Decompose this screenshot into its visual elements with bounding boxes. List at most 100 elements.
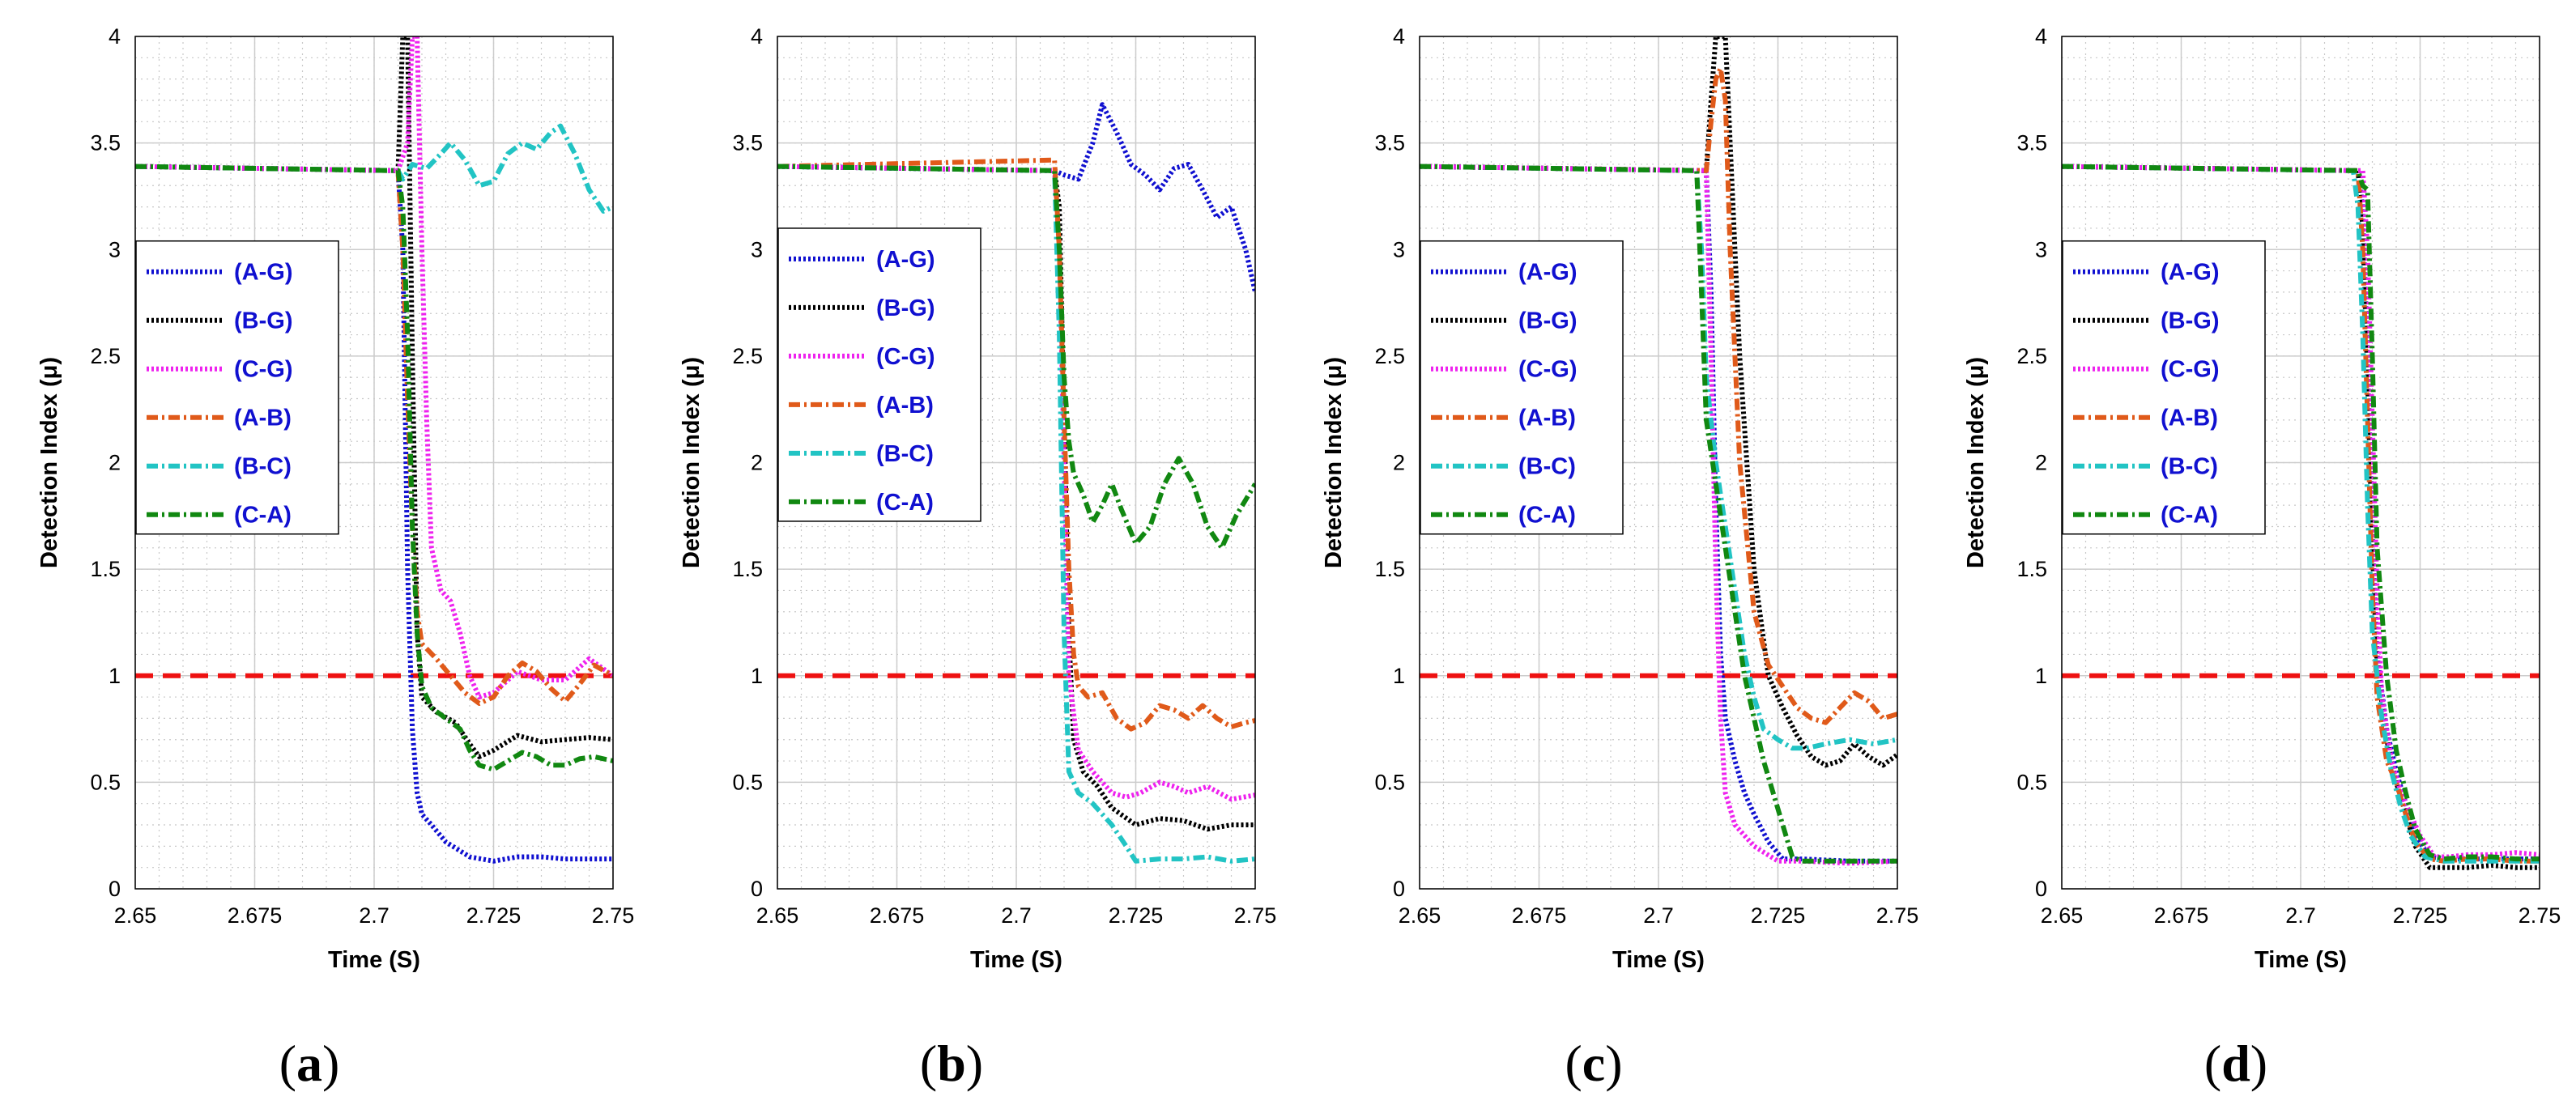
y-tick-label: 1 [751, 664, 763, 688]
legend-entry: (B-C) [2161, 454, 2218, 480]
legend-entry: (A-G) [234, 260, 292, 286]
x-tick-label: 2.7 [359, 903, 390, 928]
y-tick-label: 3 [1393, 237, 1405, 261]
y-tick-label: 4 [2035, 24, 2047, 49]
legend-entry: (C-G) [2161, 357, 2219, 383]
panel-label: (c) [1565, 1035, 1622, 1092]
legend-entry: (C-G) [1518, 357, 1577, 383]
y-tick-label: 3.5 [732, 131, 763, 155]
legend-entry: (C-A) [234, 503, 292, 529]
series-line-b-g [2062, 164, 2540, 870]
y-tick-label: 1 [109, 664, 121, 688]
x-tick-label: 2.75 [592, 903, 635, 928]
legend-entry: (C-A) [2161, 503, 2218, 529]
y-axis-label: Detection Index (μ) [679, 357, 705, 568]
x-tick-label: 2.7 [2285, 903, 2316, 928]
legend-entry: (A-G) [2161, 260, 2219, 286]
y-tick-label: 2 [1393, 451, 1405, 475]
x-tick-label: 2.65 [756, 903, 799, 928]
chart-panel-a: 2.65 2.675 2.7 2.725 2.75 0 0.5 1 1.5 2 2.5 3 3.5 4 Ti… [36, 24, 634, 1092]
y-tick-label: 0.5 [1374, 770, 1405, 794]
y-tick-label: 3.5 [90, 131, 121, 155]
series-line-a-b [1420, 66, 1897, 725]
x-axis-label: Time (S) [2255, 947, 2347, 973]
y-tick-label: 0 [1393, 877, 1405, 901]
y-tick-label: 2.5 [90, 344, 121, 368]
legend-entry: (A-B) [2161, 406, 2218, 431]
x-axis-label: Time (S) [328, 947, 420, 973]
axes-frame [134, 36, 614, 890]
y-tick-label: 0.5 [732, 770, 763, 794]
legend-entry: (C-G) [876, 344, 935, 370]
y-tick-label: 2.5 [732, 344, 763, 368]
y-tick-label: 1.5 [1374, 557, 1405, 581]
y-axis-label: Detection Index (μ) [36, 357, 62, 568]
x-tick-label: 2.75 [1234, 903, 1277, 928]
series-line-c-g [135, 36, 613, 700]
x-axis-label: Time (S) [1612, 947, 1705, 973]
y-tick-label: 0.5 [90, 770, 121, 794]
axes-frame [1419, 36, 1898, 890]
series-line-c-a [135, 164, 613, 772]
x-tick-label: 2.675 [2154, 903, 2209, 928]
y-tick-label: 2 [751, 451, 763, 475]
legend: (A-G) (B-G) (C-G) (A-B) (B-C) (C-A) [135, 240, 339, 535]
legend: (A-G) (B-G) (C-G) (A-B) (B-C) (C-A) [1420, 240, 1624, 535]
legend-entry: (A-G) [1518, 260, 1577, 286]
legend-entry: (A-B) [1518, 406, 1576, 431]
y-axis-label: Detection Index (μ) [1321, 357, 1347, 568]
y-tick-label: 4 [109, 24, 121, 49]
series-line-a-b [2062, 164, 2540, 864]
x-tick-label: 2.75 [2519, 903, 2561, 928]
legend-entry: (B-G) [2161, 308, 2219, 334]
x-tick-label: 2.65 [1399, 903, 1441, 928]
y-tick-label: 0 [109, 877, 121, 901]
x-tick-label: 2.65 [114, 903, 157, 928]
y-tick-label: 0 [751, 877, 763, 901]
legend-entry: (B-G) [876, 295, 935, 321]
legend-entry: (B-G) [234, 308, 292, 334]
y-tick-label: 1.5 [90, 557, 121, 581]
legend-entry: (B-C) [876, 441, 934, 467]
series-line-c-a [2062, 164, 2540, 862]
y-tick-label: 4 [1393, 24, 1405, 49]
x-tick-label: 2.725 [2393, 903, 2448, 928]
x-tick-label: 2.725 [466, 903, 522, 928]
x-tick-label: 2.75 [1876, 903, 1919, 928]
y-tick-label: 3 [109, 237, 121, 261]
chart-panel-d: 2.65 2.675 2.7 2.725 2.75 0 0.5 1 1.5 2 2.5 3 3.5 4 Ti… [1963, 24, 2561, 1092]
legend-entry: (A-G) [876, 247, 935, 273]
series-line-b-c [2062, 164, 2540, 864]
y-tick-label: 1.5 [732, 557, 763, 581]
x-tick-label: 2.725 [1751, 903, 1806, 928]
y-tick-label: 1 [1393, 664, 1405, 688]
x-tick-label: 2.7 [1643, 903, 1674, 928]
legend-entry: (B-G) [1518, 308, 1577, 334]
panel-label: (d) [2204, 1035, 2267, 1092]
panel-label: (b) [920, 1035, 983, 1092]
x-tick-label: 2.7 [1001, 903, 1032, 928]
x-tick-label: 2.65 [2041, 903, 2084, 928]
y-tick-label: 4 [751, 24, 763, 49]
series-line-c-a [777, 164, 1255, 550]
x-tick-label: 2.675 [1512, 903, 1567, 928]
y-tick-label: 3 [751, 237, 763, 261]
y-tick-label: 3 [2035, 237, 2047, 261]
y-tick-label: 2 [109, 451, 121, 475]
x-tick-label: 2.725 [1109, 903, 1164, 928]
legend: (A-G) (B-G) (C-G) (A-B) (B-C) (C-A) [777, 227, 981, 522]
y-tick-label: 0.5 [2016, 770, 2047, 794]
x-axis-label: Time (S) [970, 947, 1062, 973]
y-tick-label: 2.5 [1374, 344, 1405, 368]
y-tick-label: 2.5 [2016, 344, 2047, 368]
series-line-a-g [135, 164, 613, 864]
legend-entry: (B-C) [1518, 454, 1576, 480]
series-line-a-b [777, 157, 1255, 732]
axes-frame [2061, 36, 2540, 890]
legend-entry: (C-G) [234, 357, 292, 383]
y-axis-label: Detection Index (μ) [1963, 357, 1989, 568]
y-tick-label: 1 [2035, 664, 2047, 688]
chart-panel-c: 2.65 2.675 2.7 2.725 2.75 0 0.5 1 1.5 2 2.5 3 3.5 4 Ti… [1321, 24, 1918, 1092]
legend: (A-G) (B-G) (C-G) (A-B) (B-C) (C-A) [2062, 240, 2266, 535]
